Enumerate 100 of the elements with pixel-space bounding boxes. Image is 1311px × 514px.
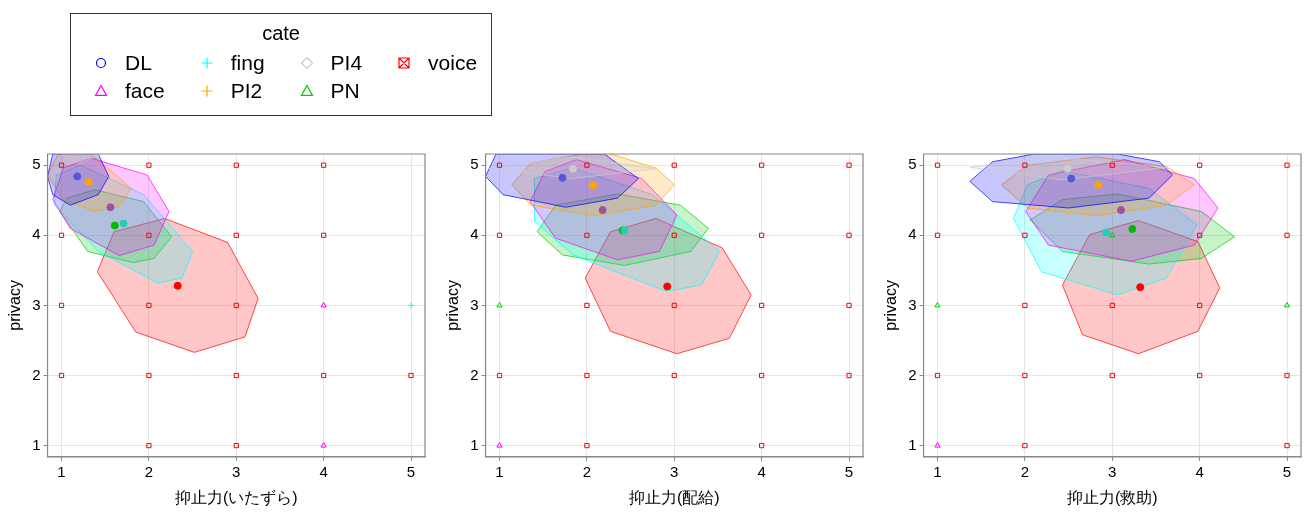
point: [568, 164, 577, 173]
point: [320, 301, 327, 308]
point: [1067, 174, 1076, 183]
y-tick-label: 5: [470, 155, 479, 173]
point: [1197, 232, 1203, 238]
point: [846, 232, 852, 238]
point: [1136, 283, 1145, 292]
point: [759, 442, 765, 449]
y-axis-title: privacy: [6, 280, 24, 331]
point: [106, 203, 115, 212]
point: [321, 232, 327, 238]
y-tick-label: 4: [32, 225, 41, 243]
legend-label: PN: [330, 79, 360, 103]
point: [233, 162, 239, 168]
point: [584, 162, 590, 168]
point: [759, 232, 765, 238]
y-tick-label: 2: [32, 365, 41, 383]
point: [1109, 302, 1115, 309]
point: [759, 372, 765, 379]
point: [663, 282, 672, 291]
x-axis-title: 抑止力(配給): [628, 488, 720, 506]
point: [407, 301, 415, 309]
point: [846, 302, 852, 309]
point: [934, 372, 941, 379]
point: [1109, 372, 1115, 379]
point: [1197, 162, 1203, 168]
y-tick-label: 2: [908, 365, 917, 383]
x-tick-label: 4: [757, 462, 766, 480]
y-tick-label: 3: [32, 295, 41, 313]
point: [1022, 302, 1028, 309]
point: [58, 162, 65, 168]
y-tick-label: 4: [470, 225, 479, 243]
point: [584, 442, 590, 449]
point: [584, 372, 590, 379]
x-tick-label: 3: [670, 462, 679, 480]
point: [846, 372, 852, 379]
y-tick-label: 5: [908, 155, 917, 173]
y-tick-label: 1: [908, 435, 917, 453]
point: [146, 302, 152, 309]
point: [1284, 372, 1290, 379]
point: [934, 442, 941, 448]
point: [1022, 162, 1028, 168]
x-tick-label: 5: [406, 462, 416, 480]
point: [671, 232, 677, 238]
legend-label: DL: [125, 51, 152, 75]
x-tick-label: 3: [1108, 462, 1117, 480]
point: [321, 162, 327, 168]
point: [84, 178, 93, 187]
point: [1109, 231, 1116, 238]
point: [496, 162, 503, 168]
legend-title: cate: [261, 22, 301, 45]
point: [321, 372, 327, 379]
point: [233, 232, 239, 238]
point: [1094, 180, 1103, 189]
x-tick-label: 4: [1195, 462, 1204, 480]
point: [146, 162, 152, 168]
y-tick-label: 1: [32, 435, 41, 453]
point: [1283, 301, 1291, 308]
y-axis-title: privacy: [444, 280, 462, 331]
point: [1109, 162, 1115, 168]
x-tick-label: 2: [582, 462, 592, 480]
point: [496, 232, 503, 238]
point: [1284, 232, 1290, 238]
point: [233, 442, 239, 449]
x-tick-label: 3: [232, 462, 241, 480]
y-tick-label: 3: [908, 295, 917, 313]
point: [1128, 225, 1137, 233]
point: [110, 221, 119, 230]
point: [119, 219, 128, 228]
legend-label: PI2: [230, 79, 263, 103]
point: [146, 232, 152, 238]
x-tick-label: 4: [319, 462, 328, 480]
point: [58, 372, 65, 379]
x-axis-title: 抑止力(いたずら): [174, 488, 298, 507]
point: [846, 162, 852, 168]
point: [1063, 164, 1072, 173]
point: [73, 172, 82, 181]
point: [1117, 206, 1126, 215]
point: [1102, 228, 1111, 237]
point: [584, 232, 590, 238]
point: [1197, 302, 1203, 309]
point: [934, 162, 941, 168]
point: [759, 302, 765, 309]
x-tick-label: 5: [1282, 462, 1292, 480]
point: [233, 372, 239, 379]
point: [584, 302, 590, 309]
y-axis-title: privacy: [882, 280, 900, 331]
x-axis-title: 抑止力(救助): [1066, 488, 1158, 506]
y-tick-label: 5: [32, 155, 41, 173]
point: [233, 302, 239, 309]
point: [671, 372, 677, 379]
point: [558, 173, 567, 182]
x-tick-label: 1: [495, 462, 504, 480]
legend-label: PI4: [330, 51, 363, 75]
y-tick-label: 3: [470, 295, 479, 313]
point: [496, 372, 503, 379]
point: [589, 181, 598, 190]
point: [671, 162, 677, 168]
point: [934, 301, 941, 308]
x-tick-label: 1: [933, 462, 942, 480]
